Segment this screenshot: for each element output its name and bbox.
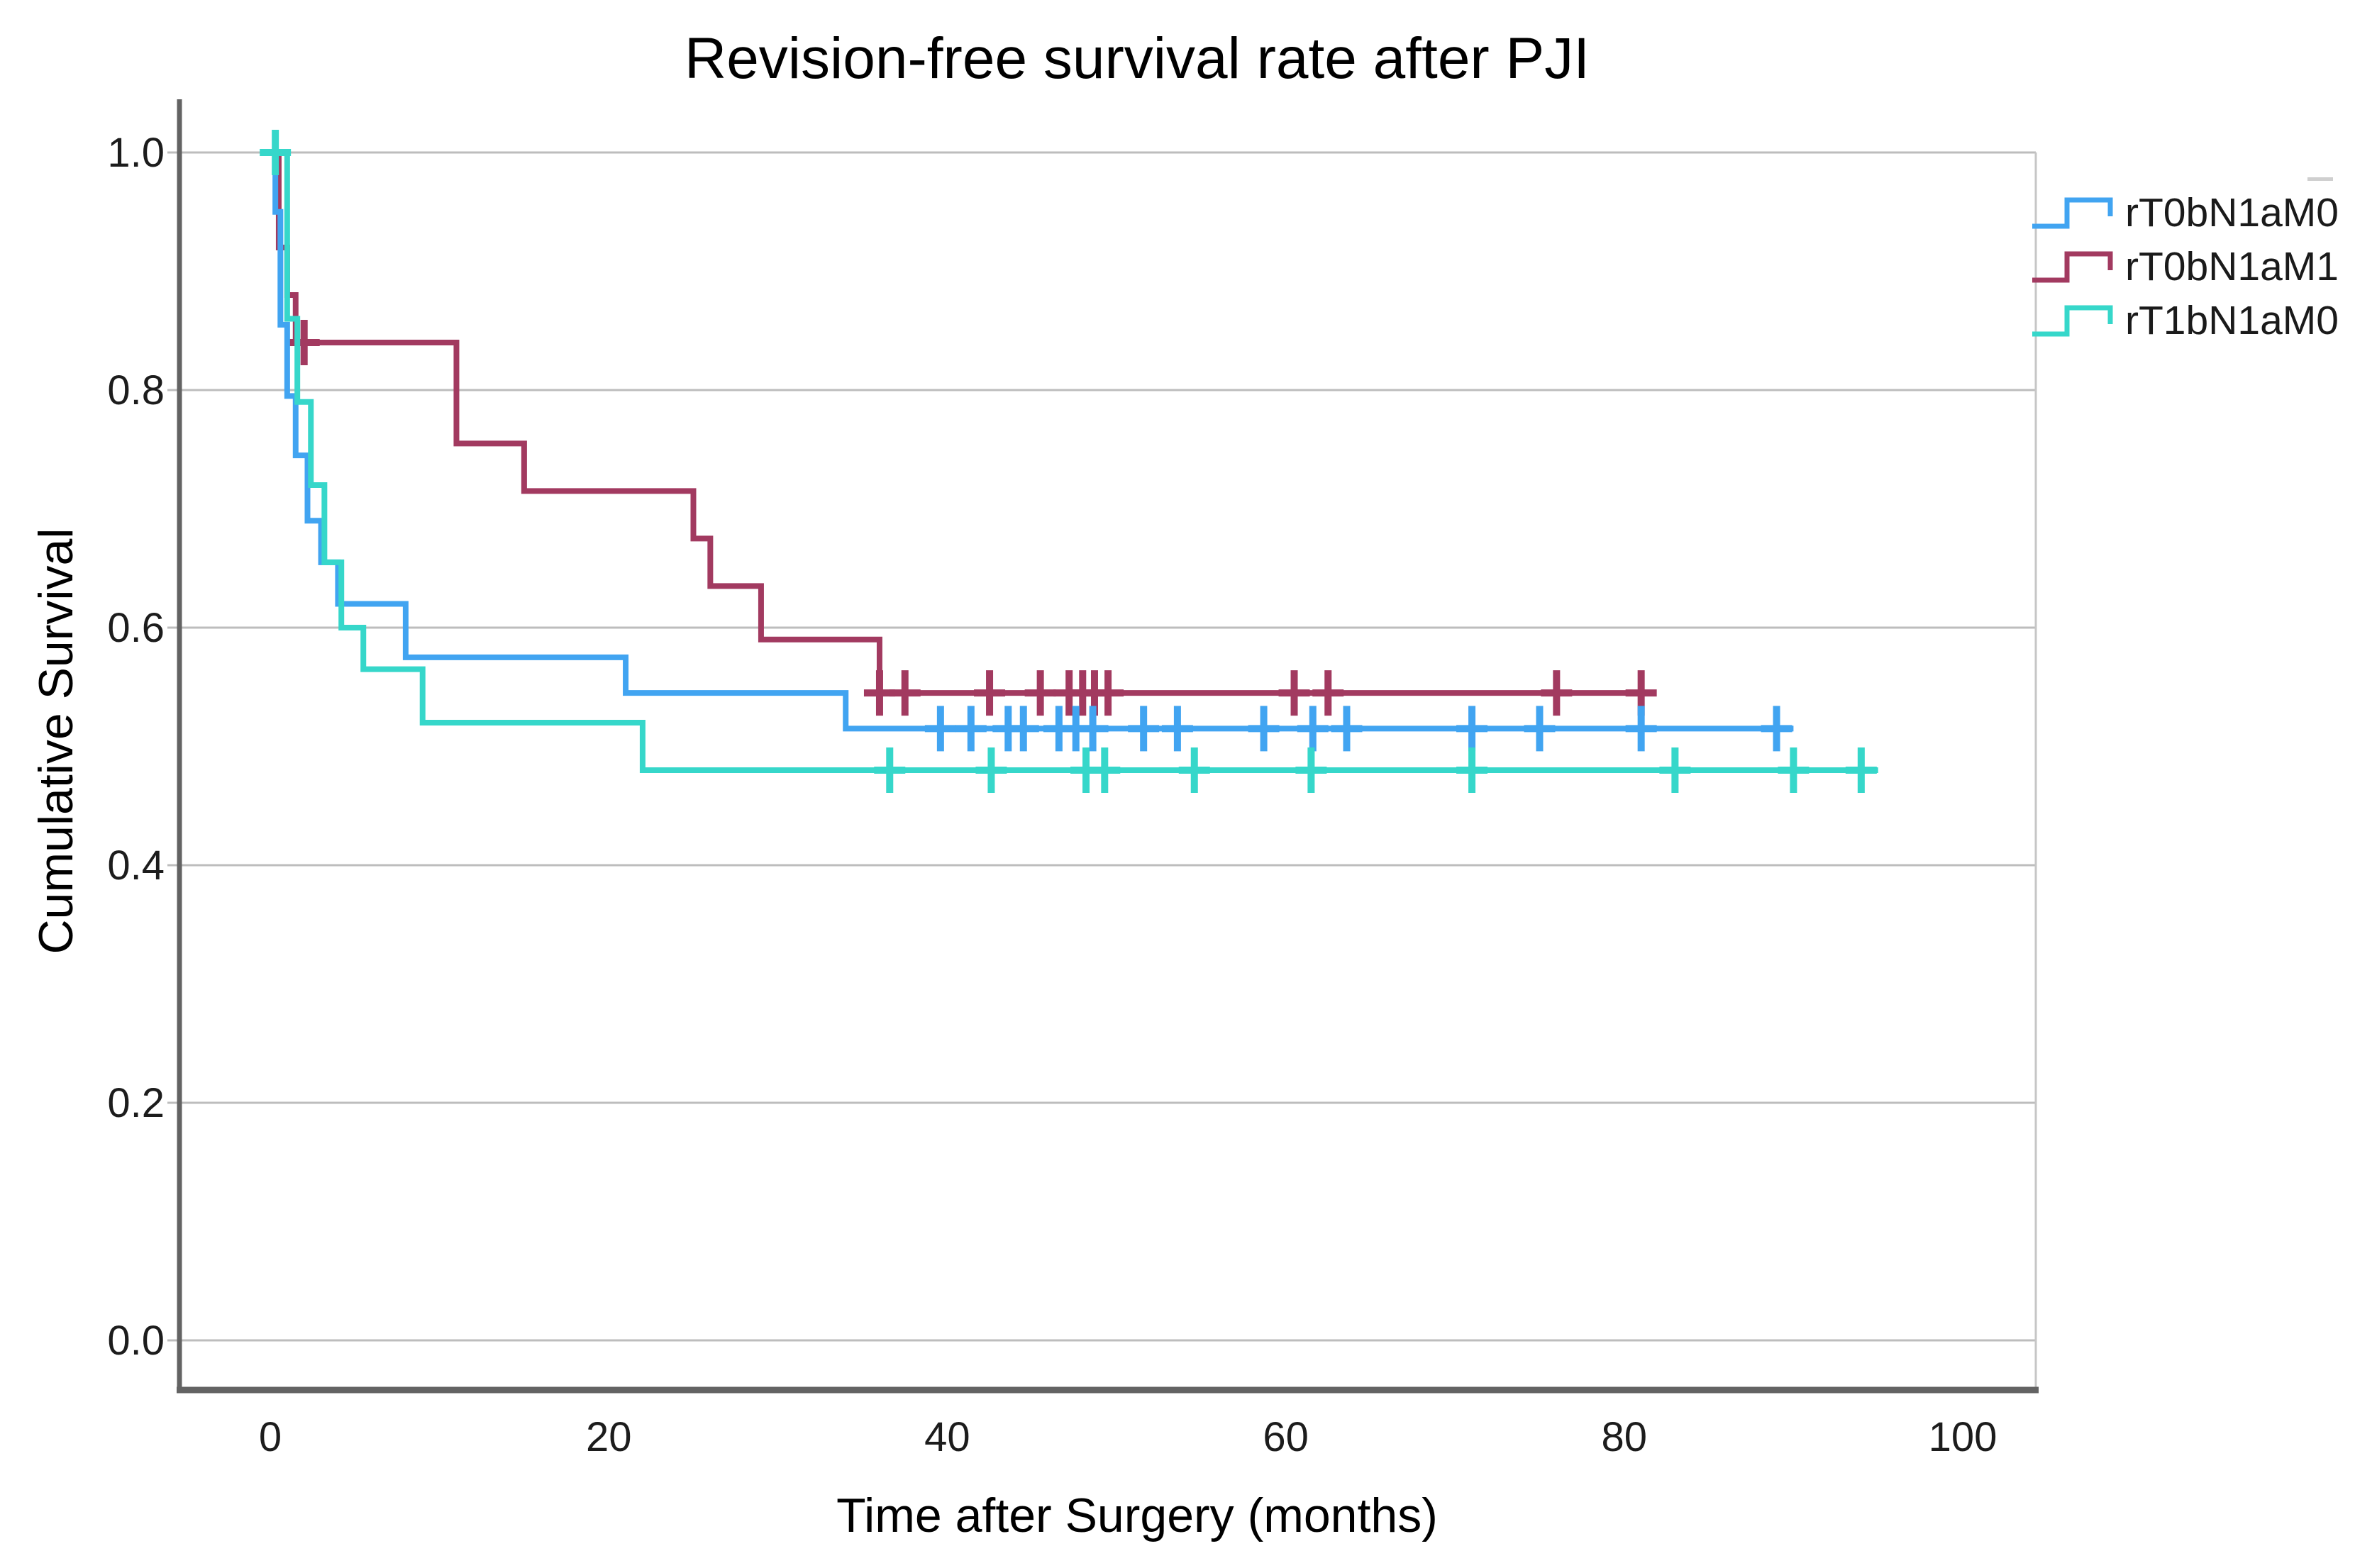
- step-line-icon: [2032, 197, 2113, 229]
- series-line-rT0bN1aM1: [270, 150, 1641, 696]
- legend-item-rT0bN1aM1: rT0bN1aM1: [2030, 240, 2339, 294]
- y-tick-label-0.4: 0.4: [107, 843, 165, 889]
- censor-marks-rT1bN1aM0: [260, 130, 1877, 793]
- legend-item-rT0bN1aM0: rT0bN1aM0: [2030, 186, 2339, 240]
- legend-artifact-dash: [2307, 177, 2333, 181]
- censor-marks-rT0bN1aM0: [924, 706, 1792, 752]
- y-tick-label-0.0: 0.0: [107, 1318, 165, 1364]
- y-tick-label-0.6: 0.6: [107, 605, 165, 651]
- series-line-rT1bN1aM0: [270, 150, 1878, 773]
- y-tick-label-0.2: 0.2: [107, 1080, 165, 1126]
- y-tick-label-0.8: 0.8: [107, 367, 165, 413]
- legend-item-rT1bN1aM0: rT1bN1aM0: [2030, 294, 2339, 347]
- chart-title: Revision-free survival rate after PJI: [684, 26, 1590, 91]
- legend-label: rT0bN1aM0: [2125, 190, 2339, 235]
- series-line-rT0bN1aM0: [270, 150, 1794, 732]
- y-tick-label-1.0: 1.0: [107, 130, 165, 176]
- x-tick-label-20: 20: [586, 1414, 632, 1460]
- x-axis-title: Time after Surgery (months): [836, 1489, 1438, 1542]
- x-tick-label-80: 80: [1602, 1414, 1648, 1460]
- x-tick-label-60: 60: [1263, 1414, 1309, 1460]
- x-tick-label-0: 0: [259, 1414, 282, 1460]
- legend: rT0bN1aM0 rT0bN1aM1 rT1bN1aM0: [2030, 186, 2339, 347]
- step-line-icon: [2032, 305, 2113, 337]
- legend-label: rT1bN1aM0: [2125, 298, 2339, 343]
- censor-marks-rT0bN1aM1: [288, 320, 1657, 716]
- x-tick-label-100: 100: [1929, 1414, 1997, 1460]
- x-tick-label-40: 40: [924, 1414, 970, 1460]
- step-line-icon: [2032, 251, 2113, 283]
- legend-label: rT0bN1aM1: [2125, 244, 2339, 289]
